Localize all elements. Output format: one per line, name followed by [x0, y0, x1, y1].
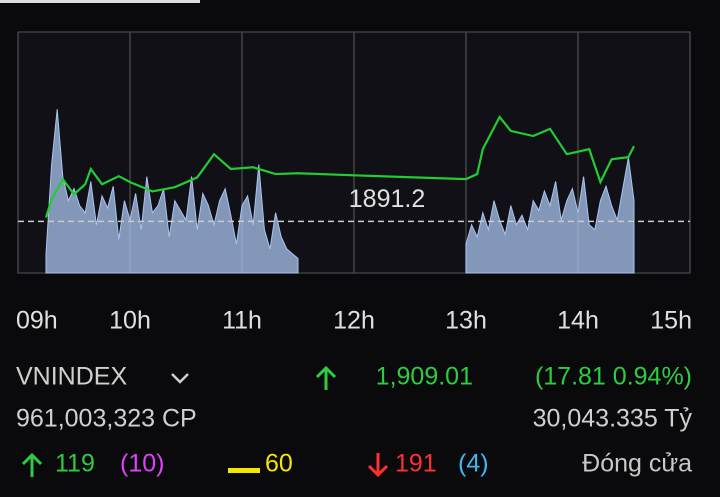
index-price: 1,909.01	[376, 363, 473, 391]
index-change: (17.81 0.94%)	[535, 363, 692, 391]
plot: 1891.2	[17, 32, 691, 274]
decliners: 191	[395, 450, 437, 478]
unchanged: 60	[265, 450, 293, 478]
x-tick-label: 15h	[650, 307, 692, 335]
turnover: 30,043.335 Tỷ	[533, 405, 693, 433]
floor-count: (4)	[458, 450, 489, 478]
index-name[interactable]: VNINDEX	[16, 363, 127, 391]
x-tick-label: 13h	[445, 307, 487, 335]
volume: 961,003,323 CP	[16, 405, 197, 433]
reference-label: 1891.2	[349, 185, 425, 213]
x-tick-label: 09h	[16, 307, 58, 335]
tab-indicator	[0, 0, 200, 3]
up-arrow	[21, 452, 43, 477]
advancers: 119	[55, 450, 95, 478]
index-line	[44, 114, 635, 218]
x-tick-label: 12h	[333, 307, 375, 335]
volume-area	[45, 109, 635, 274]
x-tick-label: 11h	[222, 307, 262, 335]
up-arrow	[315, 365, 337, 390]
down-arrow	[367, 453, 389, 478]
dropdown-chevron[interactable]	[171, 373, 189, 384]
ceiling-count: (10)	[120, 450, 164, 478]
x-tick-label: 14h	[557, 307, 599, 335]
x-tick-label: 10h	[109, 307, 151, 335]
x-axis: 09h 10h 11h 12h 13h 14h 15h	[16, 307, 692, 335]
market-status: Đóng cửa	[582, 450, 692, 478]
flat-icon	[228, 468, 260, 473]
